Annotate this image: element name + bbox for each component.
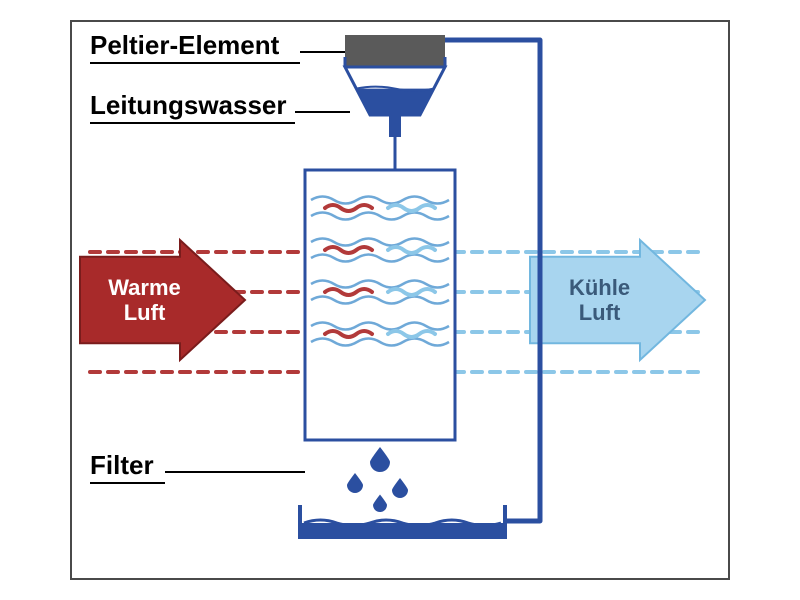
warm-air-line1: Warme xyxy=(108,275,181,300)
label-peltier: Peltier-Element xyxy=(90,30,300,64)
label-tapwater-text: Leitungswasser xyxy=(90,90,287,120)
warm-air-label: Warme Luft xyxy=(88,275,201,326)
label-tapwater: Leitungswasser xyxy=(90,90,295,124)
warm-air-line2: Luft xyxy=(124,300,166,325)
label-underline xyxy=(90,122,295,124)
label-peltier-text: Peltier-Element xyxy=(90,30,279,60)
cool-air-line2: Luft xyxy=(579,300,621,325)
label-filter-text: Filter xyxy=(90,450,154,480)
cool-air-line1: Kühle xyxy=(569,275,630,300)
label-filter: Filter xyxy=(90,450,165,484)
diagram-canvas: Peltier-Element Leitungswasser Filter Wa… xyxy=(0,0,800,600)
label-underline xyxy=(90,482,165,484)
label-underline xyxy=(90,62,300,64)
cool-air-label: Kühle Luft xyxy=(538,275,661,326)
